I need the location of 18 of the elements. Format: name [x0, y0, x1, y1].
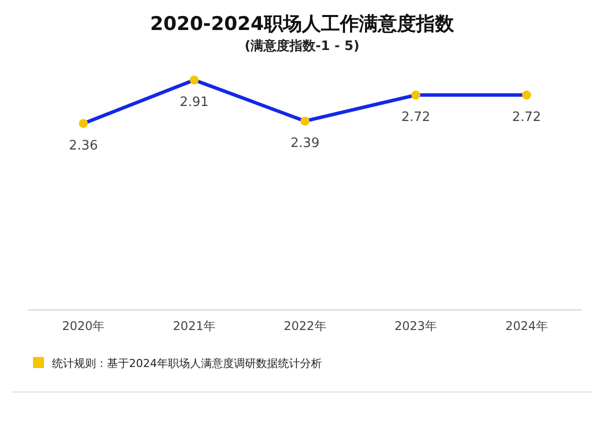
x-tick-label: 2021年	[172, 319, 216, 333]
chart-title: 2020-2024职场人工作满意度指数	[150, 13, 455, 35]
x-tick-label: 2022年	[284, 319, 326, 333]
point	[190, 76, 199, 84]
x-tick-label: 2020年	[62, 319, 105, 333]
chart-subtitle: (满意度指数-1 - 5)	[244, 38, 360, 54]
data-label: 2.39	[290, 136, 320, 152]
data-label: 2.91	[180, 95, 209, 110]
data-label: 2.36	[68, 138, 98, 154]
point	[300, 116, 310, 126]
point	[411, 90, 420, 100]
x-tick-label: 2023年	[394, 319, 438, 333]
x-tick-label: 2024年	[505, 319, 548, 333]
point	[522, 90, 532, 100]
point	[78, 118, 88, 128]
data-label: 2.72	[512, 110, 542, 126]
data-label: 2.72	[401, 110, 430, 126]
text: 统计规则：基于2024年职场人满意度调研数据统计分析	[52, 357, 322, 370]
